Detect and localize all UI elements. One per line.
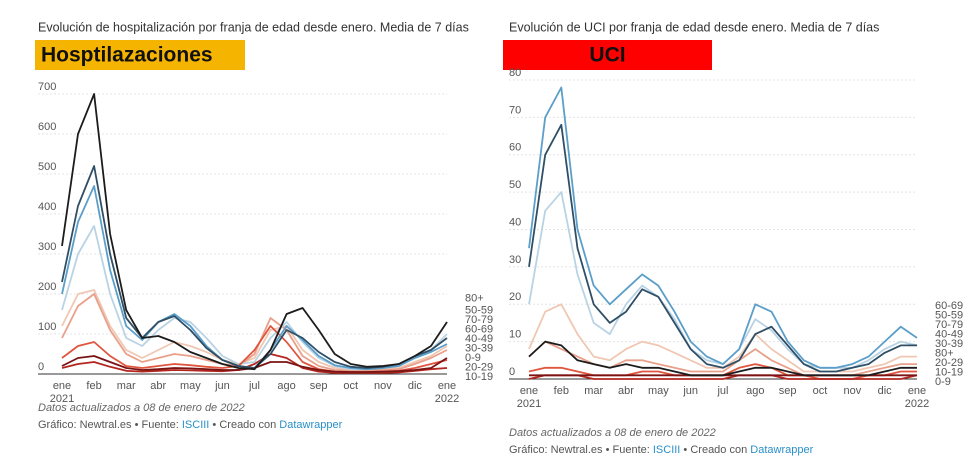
x-tick-label: abr bbox=[618, 385, 634, 397]
y-tick-label: 20 bbox=[509, 291, 521, 303]
credits: Gráfico: Newtral.es • Fuente: ISCIII • C… bbox=[38, 419, 343, 431]
x-tick-sublabel: 2022 bbox=[905, 398, 929, 410]
legend-label: 80+ bbox=[935, 347, 954, 359]
credit-text: • Creado con bbox=[209, 419, 279, 431]
y-tick-label: 40 bbox=[509, 216, 521, 228]
credit-link[interactable]: ISCIII bbox=[182, 419, 210, 431]
legend-label: 10-19 bbox=[465, 371, 493, 383]
y-tick-label: 700 bbox=[38, 81, 56, 93]
y-tick-label: 0 bbox=[38, 361, 44, 373]
y-tick-label: 400 bbox=[38, 201, 56, 213]
x-tick-label: ago bbox=[746, 385, 764, 397]
x-tick-label: nov bbox=[843, 385, 861, 397]
x-tick-label: oct bbox=[813, 385, 828, 397]
x-tick-label: jun bbox=[682, 385, 698, 397]
y-tick-label: 80 bbox=[509, 67, 521, 79]
x-tick-label: may bbox=[180, 380, 201, 392]
legend-label: 50-59 bbox=[465, 304, 493, 316]
series-line bbox=[61, 293, 448, 372]
series-line bbox=[528, 340, 917, 377]
x-tick-label: dic bbox=[408, 380, 423, 392]
heading: UCI bbox=[589, 44, 625, 67]
series-line bbox=[528, 374, 918, 380]
legend-label: 40-49 bbox=[935, 328, 963, 340]
x-tick-label: ene bbox=[438, 380, 456, 392]
legend-label: 0-9 bbox=[935, 376, 951, 388]
legend-label: 70-79 bbox=[935, 319, 963, 331]
note: Datos actualizados a 08 de enero de 2022 bbox=[509, 427, 716, 439]
legend-label: 40-49 bbox=[465, 333, 493, 345]
legend-label: 70-79 bbox=[465, 314, 493, 326]
legend-label: 50-59 bbox=[935, 309, 963, 321]
series-line bbox=[61, 165, 448, 369]
x-tick-label: jul bbox=[716, 385, 728, 397]
legend-label: 60-69 bbox=[935, 300, 963, 312]
legend-label: 20-29 bbox=[935, 357, 963, 369]
y-tick-label: 60 bbox=[509, 142, 521, 154]
series-line bbox=[528, 86, 918, 369]
legend-label: 60-69 bbox=[465, 323, 493, 335]
x-tick-label: mar bbox=[117, 380, 136, 392]
chart-title: Evolución de hospitalización por franja … bbox=[38, 20, 469, 34]
x-tick-label: may bbox=[648, 385, 669, 397]
y-tick-label: 100 bbox=[38, 321, 56, 333]
y-tick-label: 10 bbox=[509, 329, 521, 341]
x-tick-sublabel: 2021 bbox=[50, 393, 74, 405]
x-tick-label: jul bbox=[248, 380, 260, 392]
series-line bbox=[61, 93, 448, 371]
credit-text: Gráfico: Newtral.es • Fuente: bbox=[38, 419, 182, 431]
legend-label: 20-29 bbox=[465, 361, 493, 373]
legend-label: 0-9 bbox=[465, 352, 481, 364]
y-tick-label: 30 bbox=[509, 254, 521, 266]
x-tick-label: dic bbox=[878, 385, 893, 397]
credits: Gráfico: Newtral.es • Fuente: ISCIII • C… bbox=[509, 444, 814, 456]
x-tick-label: mar bbox=[584, 385, 603, 397]
chart-title: Evolución de UCI por franja de edad desd… bbox=[509, 20, 879, 34]
x-tick-label: nov bbox=[374, 380, 392, 392]
y-tick-label: 50 bbox=[509, 179, 521, 191]
y-tick-label: 600 bbox=[38, 121, 56, 133]
y-tick-label: 0 bbox=[509, 366, 515, 378]
legend-label: 10-19 bbox=[935, 366, 963, 378]
credit-link[interactable]: Datawrapper bbox=[279, 419, 342, 431]
x-tick-label: sep bbox=[779, 385, 797, 397]
x-tick-label: ene bbox=[908, 385, 926, 397]
y-tick-label: 500 bbox=[38, 161, 56, 173]
note: Datos actualizados a 08 de enero de 2022 bbox=[38, 402, 245, 414]
legend-label: 30-39 bbox=[935, 338, 963, 350]
x-tick-label: ene bbox=[53, 380, 71, 392]
series-line bbox=[528, 123, 917, 373]
legend-label: 80+ bbox=[465, 292, 484, 304]
x-tick-sublabel: 2021 bbox=[517, 398, 541, 410]
x-tick-label: sep bbox=[310, 380, 328, 392]
series-line bbox=[61, 353, 448, 374]
heading: Hosptilazaciones bbox=[41, 44, 213, 67]
x-tick-label: oct bbox=[343, 380, 358, 392]
series-line bbox=[61, 225, 448, 371]
y-tick-label: 200 bbox=[38, 281, 56, 293]
x-tick-label: jun bbox=[214, 380, 230, 392]
x-tick-label: ago bbox=[277, 380, 295, 392]
credit-text: Gráfico: Newtral.es • Fuente: bbox=[509, 444, 653, 456]
x-tick-label: feb bbox=[86, 380, 101, 392]
credit-text: • Creado con bbox=[680, 444, 750, 456]
legend-label: 30-39 bbox=[465, 342, 493, 354]
y-tick-label: 300 bbox=[38, 241, 56, 253]
x-tick-label: ene bbox=[520, 385, 538, 397]
credit-link[interactable]: ISCIII bbox=[653, 444, 681, 456]
x-tick-sublabel: 2022 bbox=[435, 393, 459, 405]
y-tick-label: 70 bbox=[509, 104, 521, 116]
credit-link[interactable]: Datawrapper bbox=[750, 444, 813, 456]
heading-banner bbox=[35, 40, 245, 70]
x-tick-label: feb bbox=[554, 385, 569, 397]
x-tick-label: abr bbox=[150, 380, 166, 392]
heading-banner bbox=[503, 40, 712, 70]
